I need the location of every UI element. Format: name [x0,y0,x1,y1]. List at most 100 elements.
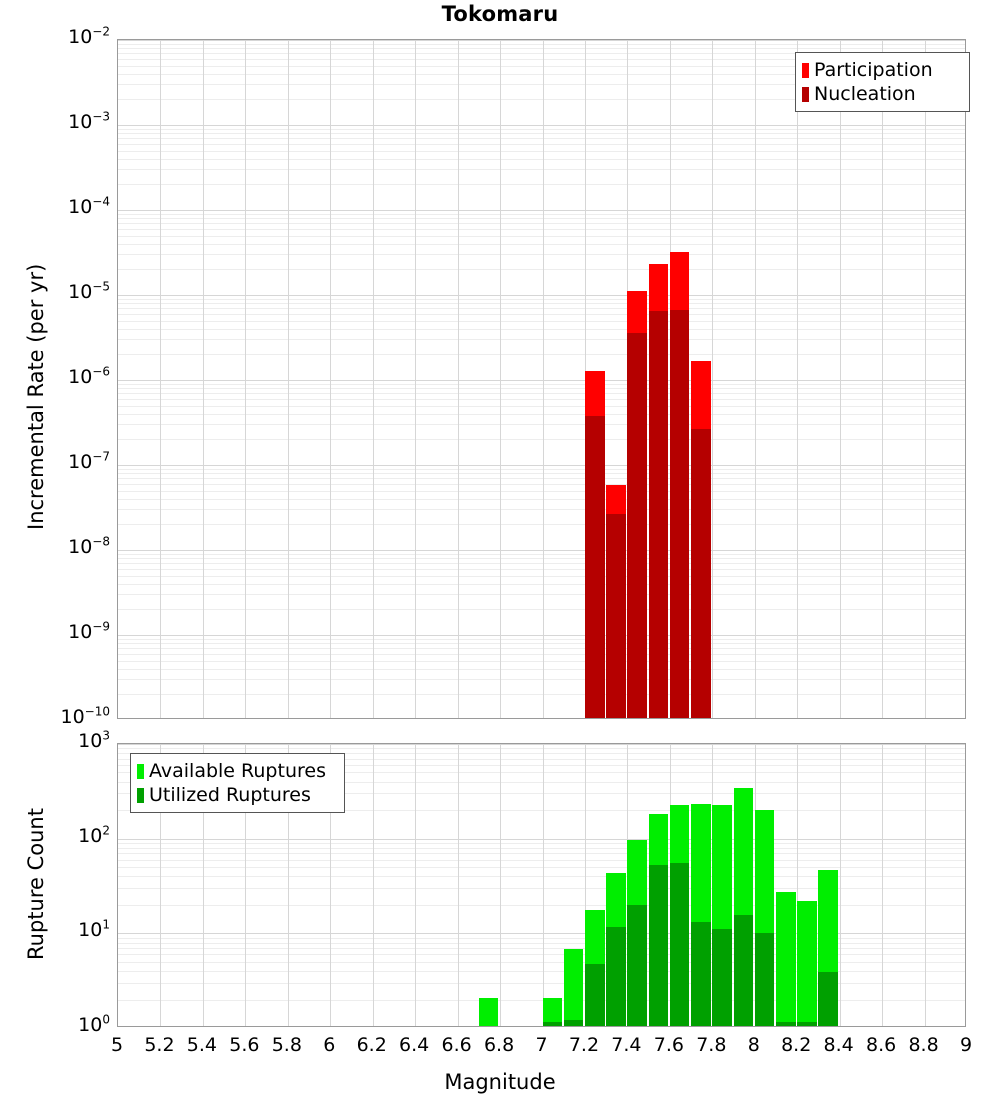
bar-group [542,744,563,1026]
bar-nucleation [585,415,605,718]
y-tick-label: 10−8 [68,534,110,558]
bar-utilized-ruptures [733,914,754,1026]
bar-nucleation [606,514,626,718]
x-tick-label: 6.4 [399,1034,430,1056]
bar-group [691,40,711,718]
bar-utilized-ruptures [776,1022,796,1026]
legend-swatch-icon [137,763,144,779]
bar-group [606,40,626,718]
bar-nucleation [691,429,711,718]
bar-group [818,744,839,1026]
bar-group [691,744,711,1026]
bar-group [669,744,690,1026]
bottom-legend: Available Ruptures Utilized Ruptures [130,753,345,813]
bar-utilized-ruptures [797,1022,817,1026]
legend-label: Participation [814,58,933,81]
bar-utilized-ruptures [691,922,711,1026]
bar-group [627,40,648,718]
y-tick-label: 103 [78,728,110,752]
bar-utilized-ruptures [648,865,669,1026]
y-tick-label: 10−5 [68,279,110,303]
y-tick-label: 10−3 [68,109,110,133]
bottom-legend-item[interactable]: Available Ruptures [137,759,336,783]
bar-group [585,40,605,718]
legend-swatch-icon [137,787,144,803]
y-tick-label: 10−9 [68,619,110,643]
page-title: Tokomaru [441,2,559,26]
x-tick-label: 6 [323,1034,336,1056]
legend-swatch-icon [802,86,809,102]
y-tick-label: 100 [78,1012,110,1036]
bottom-legend-item[interactable]: Utilized Ruptures [137,783,336,807]
bar-utilized-ruptures [585,964,605,1026]
bar-group [669,40,690,718]
bar-utilized-ruptures [669,862,690,1026]
x-tick-label: 6.8 [483,1034,515,1056]
x-tick-label: 7 [535,1034,548,1056]
bottom-bar-series [118,744,965,1026]
x-tick-label: 9 [959,1034,973,1056]
x-tick-label: 8.2 [781,1034,812,1056]
x-tick-label: 6.2 [356,1034,387,1056]
top-legend-item[interactable]: Nucleation [802,82,961,106]
top-legend: Participation Nucleation [795,52,970,112]
x-tick-label: 5 [110,1034,124,1056]
bar-utilized-ruptures [542,1022,563,1026]
x-tick-label: 5.4 [186,1034,217,1056]
bar-nucleation [648,310,669,718]
bar-nucleation [627,332,648,718]
legend-swatch-icon [802,62,809,78]
bar-group [733,744,754,1026]
bar-nucleation [669,310,690,718]
bar-group [648,40,669,718]
y-tick-label: 101 [78,918,110,942]
bar-available-ruptures [563,949,584,1026]
x-tick-label: 8.6 [865,1034,897,1056]
x-tick-label: 5.2 [144,1034,175,1056]
bar-available-ruptures [776,892,796,1026]
x-tick-label: 6.6 [441,1034,472,1056]
bar-utilized-ruptures [606,927,626,1026]
legend-label: Nucleation [814,82,916,105]
x-tick-label: 7.8 [696,1034,727,1056]
bar-group [797,744,817,1026]
bar-group [606,744,626,1026]
bar-utilized-ruptures [627,904,648,1026]
x-tick-label: 7.6 [653,1034,684,1056]
bar-utilized-ruptures [712,929,732,1026]
bar-group [521,744,541,1026]
bar-group [563,744,584,1026]
x-tick-label: 7.4 [611,1034,642,1056]
bar-group [627,744,648,1026]
top-y-axis-title: Incremental Rate (per yr) [24,263,48,530]
x-tick-label: 8 [747,1034,760,1056]
legend-label: Utilized Ruptures [149,783,311,806]
bar-group [478,744,499,1026]
bar-utilized-ruptures [754,933,775,1026]
x-tick-label: 8.4 [823,1034,854,1056]
bar-group [712,744,732,1026]
bar-group [776,744,796,1026]
x-axis-title: Magnitude [444,1070,556,1094]
bar-available-ruptures [542,997,563,1026]
y-tick-label: 10−7 [68,449,110,473]
bottom-y-axis-title: Rupture Count [24,808,48,960]
y-tick-label: 10−2 [68,24,110,48]
incremental-rate-plot [117,39,966,719]
top-legend-item[interactable]: Participation [802,58,961,82]
top-bar-series [118,40,965,718]
bar-group [754,744,775,1026]
y-tick-label: 10−6 [68,364,110,388]
bar-group [585,744,605,1026]
y-tick-label: 10−4 [68,194,110,218]
bar-available-ruptures [797,900,817,1026]
bar-available-ruptures [478,997,499,1026]
x-tick-label: 7.2 [568,1034,600,1056]
y-tick-label: 102 [78,823,110,847]
bar-utilized-ruptures [563,1020,584,1026]
bar-utilized-ruptures [818,972,839,1026]
x-tick-label: 8.8 [908,1034,939,1056]
bar-group [648,744,669,1026]
x-tick-label: 5.6 [229,1034,260,1056]
